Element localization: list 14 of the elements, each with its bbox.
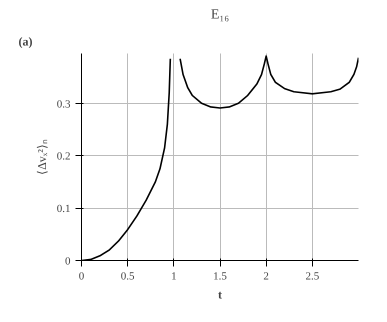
x-axis-title: t (218, 288, 222, 302)
y-tick-label: 0.3 (56, 98, 71, 110)
x-tick-label: 2 (263, 270, 269, 282)
y-tick-label: 0.1 (56, 203, 70, 216)
y-tick-label: 0.2 (56, 150, 70, 163)
y-tick-label: 0 (65, 256, 71, 268)
x-tick-label: 1 (171, 270, 177, 282)
chart-title: E₁₆ (210, 8, 230, 22)
x-tick-label: 1.5 (213, 270, 228, 282)
x-tick-label: 0.5 (120, 270, 136, 282)
x-tick-label: 2.5 (305, 270, 320, 282)
x-tick-label: 0 (78, 270, 85, 282)
y-axis-title: ⟨Δvₓ²⟩ₙ (34, 139, 49, 175)
text: (a) (18, 34, 32, 48)
